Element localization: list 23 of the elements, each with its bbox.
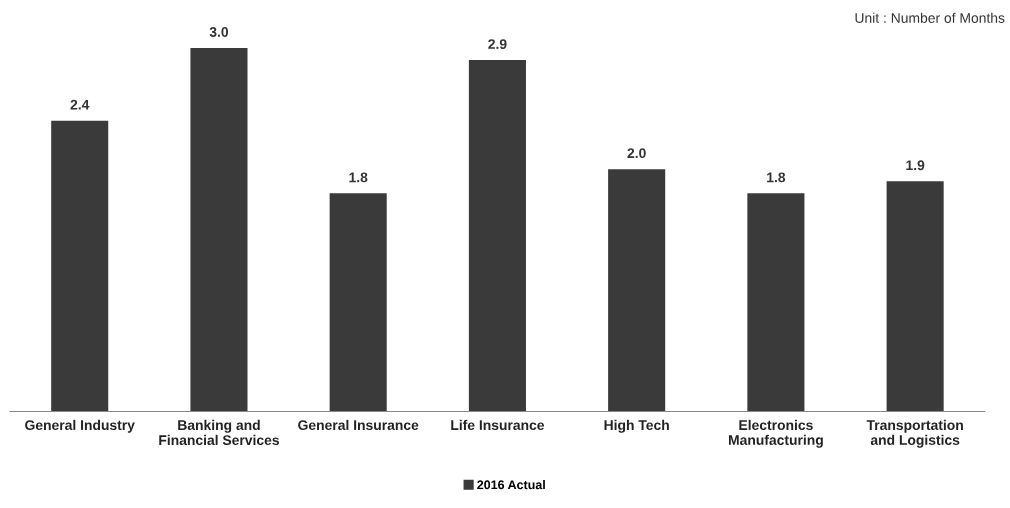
bar — [190, 47, 248, 412]
bar — [468, 60, 526, 412]
x-tick-label: Banking and Financial Services — [159, 419, 279, 446]
x-tick-label: General Insurance — [298, 419, 419, 431]
data-label: 2.4 — [70, 99, 90, 110]
text: Unit : Number of Months — [855, 12, 1005, 23]
data-label: 2.0 — [627, 148, 646, 159]
data-label: 2.9 — [488, 39, 507, 49]
x-tick-label: Electronics Manufacturing — [728, 419, 823, 448]
x-tick-label: High Tech — [604, 419, 669, 433]
legend-label: 2016 Actual — [477, 480, 545, 490]
bar — [886, 181, 944, 412]
bar — [747, 193, 805, 412]
x-tick-label: General Industry — [25, 419, 135, 433]
bar — [51, 120, 109, 412]
data-label: 3.0 — [209, 27, 229, 37]
bar — [608, 169, 666, 412]
data-label: 1.8 — [767, 172, 786, 183]
x-tick-label: Transportation and Logistics — [866, 419, 963, 448]
data-label: 1.8 — [349, 172, 368, 183]
data-label: 1.9 — [906, 160, 925, 171]
x-tick-label: Life Insurance — [451, 419, 545, 431]
bar — [329, 193, 387, 412]
